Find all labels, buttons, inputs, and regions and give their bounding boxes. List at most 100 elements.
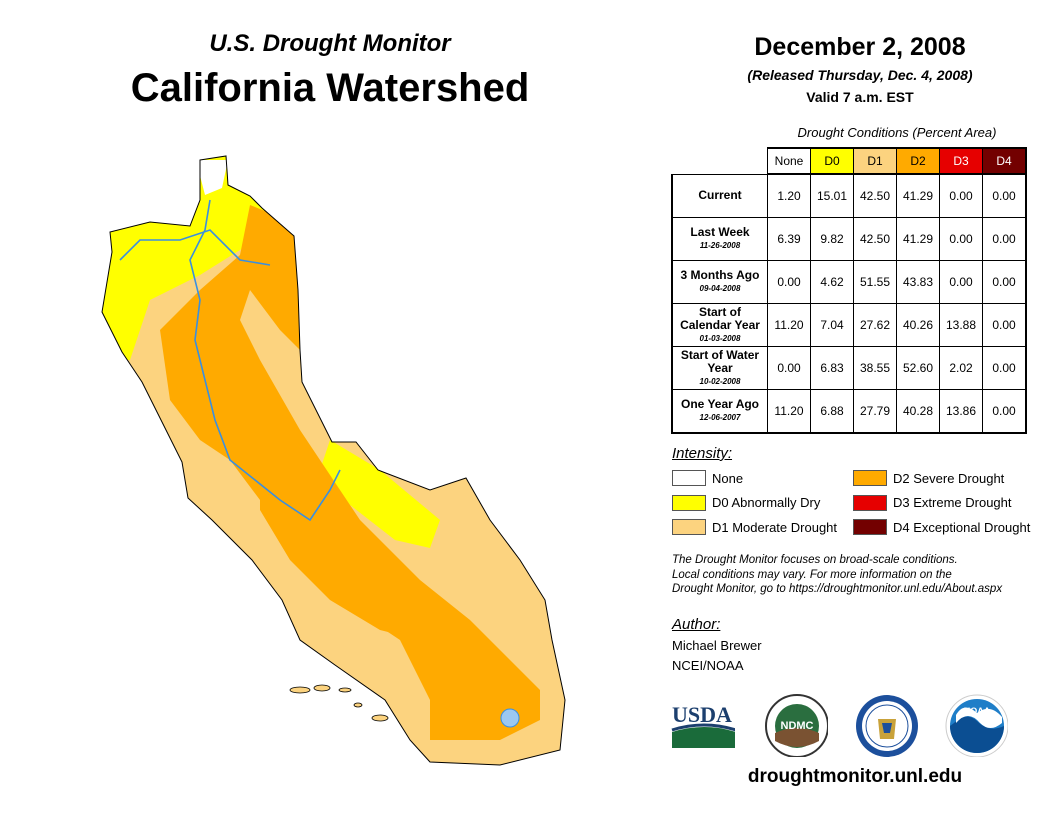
map-title: California Watershed bbox=[130, 66, 530, 110]
table-cell: 6.83 bbox=[810, 346, 854, 390]
row-label-text: One Year Ago bbox=[680, 397, 760, 411]
col-d3: D3 bbox=[939, 147, 983, 175]
legend-label: D3 Extreme Drought bbox=[893, 495, 1012, 510]
d2-region bbox=[160, 205, 540, 740]
table-row: Start of Calendar Year 01-03-2008 11.20 7.0… bbox=[671, 303, 1027, 347]
table-cell: 0.00 bbox=[982, 303, 1027, 347]
valid-time: Valid 7 a.m. EST bbox=[806, 89, 914, 105]
salton-sea bbox=[500, 708, 520, 728]
legend-label: D4 Exceptional Drought bbox=[893, 519, 1031, 535]
legend-swatch bbox=[672, 519, 706, 535]
noaa-logo: NOAA bbox=[945, 694, 1008, 757]
row-date: 11-26-2008 bbox=[699, 241, 741, 250]
legend-item: None bbox=[672, 470, 743, 486]
legend-swatch bbox=[853, 519, 887, 535]
map-subtitle: U.S. Drought Monitor bbox=[209, 30, 451, 57]
row-date: 09-04-2008 bbox=[699, 284, 741, 293]
author-org: NCEI/NOAA bbox=[672, 658, 744, 673]
table-cell: 40.26 bbox=[896, 303, 940, 347]
table-row: One Year Ago 12-06-2007 11.20 6.88 27.79 40.2… bbox=[671, 389, 1027, 434]
table-cell: 0.00 bbox=[939, 217, 983, 261]
table-cell: 0.00 bbox=[767, 346, 811, 390]
table-cell: 15.01 bbox=[810, 173, 854, 218]
table-cell: 40.28 bbox=[896, 389, 940, 434]
table-cell: 42.50 bbox=[853, 217, 897, 261]
table-cell: 0.00 bbox=[939, 173, 983, 218]
svg-text:NDMC: NDMC bbox=[781, 720, 814, 732]
legend-swatch bbox=[853, 470, 887, 486]
table-cell: 27.79 bbox=[853, 389, 897, 434]
table-cell: 0.00 bbox=[767, 260, 811, 304]
row-date: 10-02-2008 bbox=[699, 376, 741, 386]
row-label: Start of Water Year 10-02-2008 bbox=[671, 346, 768, 390]
row-label: Last Week 11-26-2008 bbox=[671, 217, 768, 261]
table-row: Last Week 11-26-2008 6.39 9.82 42.50 41.29 0.0… bbox=[671, 217, 1027, 261]
table-cell: 0.00 bbox=[939, 260, 983, 304]
table-row: 3 Months Ago 09-04-2008 0.00 4.62 51.55 43.83… bbox=[671, 260, 1027, 304]
row-label: Current bbox=[671, 173, 768, 218]
col-d1: D1 bbox=[853, 147, 897, 175]
table-cell: 0.00 bbox=[982, 217, 1027, 261]
table-cell: 9.82 bbox=[810, 217, 854, 261]
header-blank bbox=[672, 148, 768, 174]
row-label-text: Start of Water Year bbox=[680, 347, 760, 375]
table-cell: 52.60 bbox=[896, 346, 940, 390]
note-line: Local conditions may vary. For more info… bbox=[672, 568, 952, 581]
table-cell: 11.20 bbox=[767, 389, 811, 434]
row-date: 01-03-2008 bbox=[699, 333, 741, 343]
row-label: One Year Ago 12-06-2007 bbox=[671, 389, 768, 434]
note-line: The Drought Monitor focuses on broad-sca… bbox=[672, 554, 958, 566]
table-cell: 7.04 bbox=[810, 303, 854, 347]
table-cell: 0.00 bbox=[982, 260, 1027, 304]
footer-url[interactable]: droughtmonitor.unl.edu bbox=[747, 766, 963, 787]
legend-label: D0 Abnormally Dry bbox=[712, 495, 821, 510]
table-cell: 38.55 bbox=[853, 346, 897, 390]
table-cell: 6.88 bbox=[810, 389, 854, 434]
usda-logo: USDA bbox=[671, 702, 735, 748]
table-cell: 51.55 bbox=[853, 260, 897, 304]
table-cell: 13.88 bbox=[939, 303, 983, 347]
col-d4: D4 bbox=[982, 147, 1027, 175]
table-cell: 13.86 bbox=[939, 389, 983, 434]
table-cell: 11.20 bbox=[767, 303, 811, 347]
col-d2: D2 bbox=[896, 147, 940, 175]
author-info: Michael Brewer NCEI/NOAA bbox=[672, 636, 762, 676]
legend-title: Intensity: bbox=[672, 445, 733, 462]
svg-text:NOAA: NOAA bbox=[964, 706, 991, 716]
legend-item: D3 Extreme Drought bbox=[853, 494, 1012, 511]
d1-region bbox=[102, 156, 565, 765]
legend-item: D4 Exceptional Drought bbox=[853, 519, 1030, 535]
table-cell: 0.00 bbox=[982, 389, 1027, 434]
ndmc-logo: NDMC bbox=[765, 694, 828, 757]
legend-swatch bbox=[672, 470, 706, 486]
disclaimer-note: The Drought Monitor focuses on broad-sca… bbox=[672, 553, 1052, 597]
table-cell: 41.29 bbox=[896, 217, 940, 261]
table-cell: 1.20 bbox=[767, 173, 811, 218]
note-line: Drought Monitor, go to https://droughtmo… bbox=[672, 583, 1003, 595]
table-cell: 42.50 bbox=[853, 173, 897, 218]
commerce-seal-logo bbox=[856, 695, 918, 757]
d2-region-south bbox=[260, 420, 430, 640]
col-none: None bbox=[767, 147, 811, 175]
legend-item: D2 Severe Drought bbox=[853, 470, 1004, 486]
table-cell: 6.39 bbox=[767, 217, 811, 261]
river-north bbox=[119, 229, 271, 266]
table-row: Current 1.20 15.01 42.50 41.29 0.00 0.00 bbox=[671, 173, 1027, 218]
legend-label: D2 Severe Drought bbox=[893, 470, 1005, 486]
legend-item: D1 Moderate Drought bbox=[672, 519, 837, 535]
table-cell: 41.29 bbox=[896, 173, 940, 218]
release-date: (Released Thursday, Dec. 4, 2008) bbox=[747, 67, 973, 83]
none-region bbox=[196, 160, 228, 195]
row-label: Start of Calendar Year 01-03-2008 bbox=[671, 303, 768, 347]
california-watershed-map bbox=[101, 155, 566, 766]
drought-conditions-table: None D0 D1 D2 D3 D4 Current 1.20 15.01 42.5… bbox=[671, 147, 1027, 434]
row-label-text: 3 Months Ago bbox=[680, 268, 760, 282]
row-label-text: Start of Calendar Year bbox=[680, 304, 760, 332]
legend-swatch bbox=[853, 494, 887, 511]
map-date: December 2, 2008 bbox=[754, 33, 966, 61]
svg-text:USDA: USDA bbox=[672, 702, 732, 727]
table-cell: 0.00 bbox=[982, 346, 1027, 390]
d0-region-east bbox=[320, 440, 440, 548]
author-name: Michael Brewer bbox=[672, 638, 762, 653]
